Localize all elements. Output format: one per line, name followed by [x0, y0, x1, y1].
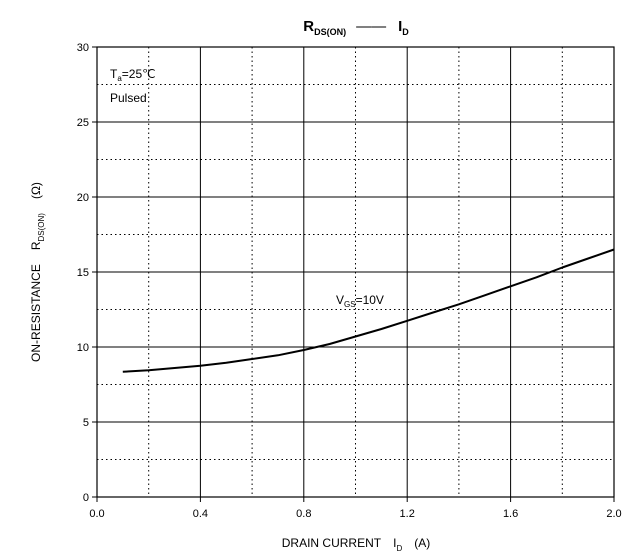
x-tick-label: 1.2 — [400, 508, 415, 520]
chart-title: RDS(ON) —— ID — [303, 18, 409, 37]
title-right-sub: D — [402, 27, 409, 37]
annotation-temp-sub: a — [117, 74, 122, 83]
annotation-vgs: VGS=10V — [336, 293, 384, 309]
y-tick-label: 0 — [83, 492, 89, 504]
y-label-sub: DS(ON) — [37, 213, 46, 242]
major-grid — [97, 47, 614, 497]
x-label-unit: (A) — [414, 536, 430, 550]
title-left-main: R — [303, 18, 314, 35]
x-label-sub: D — [396, 544, 402, 553]
x-tick-label: 0.0 — [89, 508, 104, 520]
series-line-rds-on — [122, 248, 615, 373]
y-tick-label: 15 — [77, 267, 89, 279]
series-group — [122, 248, 615, 373]
y-axis-label: ON-RESISTANCE RDS(ON) (Ω) — [29, 182, 46, 362]
title-right-main: I — [398, 18, 402, 35]
x-label-main: I — [393, 536, 396, 550]
y-label-pre: ON-RESISTANCE — [29, 264, 43, 362]
annotation-temperature: Ta=25℃ — [110, 67, 156, 83]
annotation-vgs-main: V — [336, 293, 344, 307]
annotation-vgs-value: =10V — [356, 293, 384, 307]
x-label-pre: DRAIN CURRENT — [282, 536, 382, 550]
annotation-temp-value: =25℃ — [122, 67, 156, 81]
y-tick-label: 20 — [77, 192, 89, 204]
annotation-vgs-sub: GS — [344, 300, 356, 309]
x-axis-label: DRAIN CURRENT ID (A) — [282, 536, 430, 553]
y-tick-label: 5 — [83, 417, 89, 429]
x-tick-label: 0.4 — [193, 508, 208, 520]
x-tick-label: 2.0 — [606, 508, 621, 520]
x-tick-label: 0.8 — [296, 508, 311, 520]
title-dash: —— — [356, 18, 386, 35]
y-label-unit: (Ω) — [29, 182, 43, 199]
title-left-sub: DS(ON) — [314, 27, 346, 37]
annotation-temp-main: T — [110, 67, 118, 81]
annotation-pulsed: Pulsed — [110, 91, 147, 105]
y-tick-label: 30 — [77, 42, 89, 54]
y-label-main: R — [29, 241, 43, 250]
y-tick-label: 10 — [77, 342, 89, 354]
x-tick-label: 1.6 — [503, 508, 518, 520]
axis-ticks: 0.0 0.4 0.8 1.2 1.6 2.0 0 5 10 15 20 25 30 — [77, 42, 622, 520]
y-tick-label: 25 — [77, 117, 89, 129]
